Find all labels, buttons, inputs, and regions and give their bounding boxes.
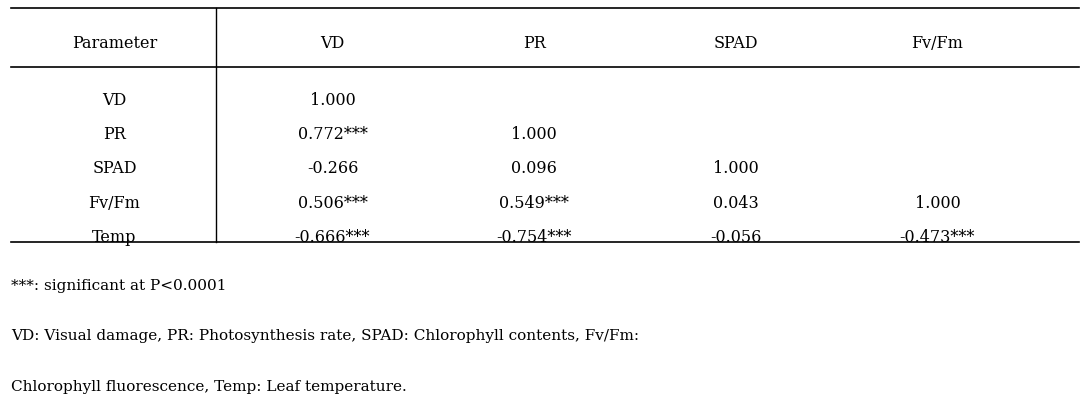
Text: SPAD: SPAD [714,36,758,52]
Text: VD: Visual damage, PR: Photosynthesis rate, SPAD: Chlorophyll contents, Fv/Fm:: VD: Visual damage, PR: Photosynthesis ra… [11,329,639,344]
Text: 0.043: 0.043 [713,195,759,212]
Text: 0.096: 0.096 [511,161,557,177]
Text: -0.266: -0.266 [306,161,359,177]
Text: 1.000: 1.000 [511,126,557,143]
Text: Fv/Fm: Fv/Fm [88,195,141,212]
Text: VD: VD [320,36,344,52]
Text: ***: significant at P<0.0001: ***: significant at P<0.0001 [11,279,227,293]
Text: 1.000: 1.000 [310,92,355,109]
Text: 1.000: 1.000 [915,195,960,212]
Text: Temp: Temp [93,229,136,246]
Text: VD: VD [102,92,126,109]
Text: -0.056: -0.056 [710,229,762,246]
Text: 0.506***: 0.506*** [298,195,367,212]
Text: 0.772***: 0.772*** [298,126,367,143]
Text: SPAD: SPAD [93,161,136,177]
Text: -0.666***: -0.666*** [294,229,371,246]
Text: -0.754***: -0.754*** [496,229,572,246]
Text: -0.473***: -0.473*** [899,229,976,246]
Text: PR: PR [523,36,545,52]
Text: Chlorophyll fluorescence, Temp: Leaf temperature.: Chlorophyll fluorescence, Temp: Leaf tem… [11,380,407,394]
Text: 1.000: 1.000 [713,161,759,177]
Text: 0.549***: 0.549*** [499,195,569,212]
Text: PR: PR [104,126,125,143]
Text: Parameter: Parameter [72,36,157,52]
Text: Fv/Fm: Fv/Fm [911,36,964,52]
